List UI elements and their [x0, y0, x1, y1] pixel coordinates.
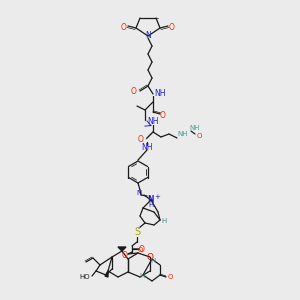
- Text: H: H: [150, 258, 156, 264]
- Polygon shape: [105, 271, 108, 277]
- Polygon shape: [118, 247, 126, 251]
- Text: N: N: [148, 196, 154, 205]
- Text: NH: NH: [178, 131, 188, 137]
- Text: H: H: [148, 202, 154, 208]
- Text: O: O: [160, 110, 166, 119]
- Text: O: O: [122, 250, 128, 260]
- Text: N: N: [145, 32, 151, 40]
- Text: O: O: [121, 22, 127, 32]
- Text: O: O: [137, 247, 143, 253]
- Text: O: O: [146, 253, 154, 262]
- Text: O: O: [131, 88, 137, 97]
- Text: NH: NH: [141, 143, 153, 152]
- Text: S: S: [134, 227, 140, 237]
- Text: +: +: [154, 194, 160, 200]
- Text: O: O: [196, 133, 202, 139]
- Text: O: O: [139, 244, 145, 253]
- Text: H: H: [161, 218, 166, 224]
- Text: H: H: [140, 273, 145, 279]
- Text: O: O: [169, 22, 175, 32]
- Text: NH: NH: [154, 88, 166, 98]
- Text: HO: HO: [80, 274, 90, 280]
- Text: NH: NH: [147, 118, 159, 127]
- Text: N: N: [136, 190, 142, 196]
- Text: O: O: [138, 136, 144, 145]
- Text: O: O: [167, 274, 173, 280]
- Text: NH: NH: [190, 125, 200, 131]
